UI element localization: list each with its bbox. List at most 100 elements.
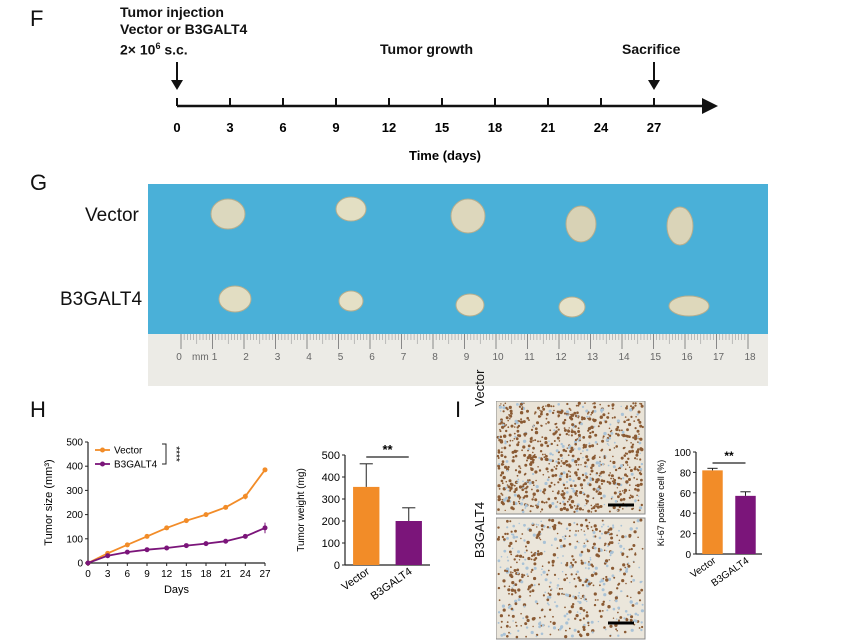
ihc-nucleus — [617, 619, 621, 622]
ihc-nucleus — [574, 595, 577, 599]
ihc-nucleus — [584, 472, 588, 475]
ihc-nucleus — [557, 461, 560, 463]
ihc-nucleus — [623, 454, 627, 457]
ihc-nucleus — [532, 617, 536, 620]
ihc-nucleus — [539, 450, 543, 453]
ihc-nucleus — [544, 458, 548, 461]
ihc-nucleus — [562, 448, 566, 452]
ihc-nucleus — [609, 599, 611, 602]
ihc-nucleus — [612, 477, 615, 480]
ihc-nucleus — [503, 549, 507, 553]
ihc-nucleus — [537, 415, 541, 418]
ihc-nucleus — [615, 628, 617, 631]
ihc-nucleus — [534, 557, 538, 560]
ihc-nucleus — [626, 595, 629, 598]
ihc-nucleus — [539, 489, 542, 492]
ihc-nucleus — [584, 567, 587, 569]
ihc-nucleus — [539, 409, 541, 412]
ihc-nucleus — [504, 455, 507, 459]
ihc-nucleus — [553, 524, 557, 527]
ihc-nucleus — [566, 476, 568, 479]
ihc-nucleus — [501, 535, 505, 539]
ihc-nucleus — [639, 452, 641, 455]
ihc-nucleus — [596, 478, 600, 482]
ihc-nucleus — [627, 564, 631, 568]
ihc-nucleus — [622, 508, 624, 510]
ihc-nucleus — [583, 478, 586, 482]
ihc-nucleus — [629, 613, 632, 616]
size-legend-marker — [100, 447, 105, 453]
ihc-nucleus — [528, 481, 532, 485]
ihc-nucleus — [606, 443, 609, 445]
ihc-nucleus — [505, 567, 510, 571]
ihc-nucleus — [602, 413, 606, 417]
ihc-nucleus — [618, 539, 621, 542]
ihc-nucleus — [576, 411, 579, 414]
ihc-nucleus — [540, 443, 544, 447]
ihc-nucleus — [520, 537, 522, 540]
ihc-nucleus — [626, 419, 628, 422]
ihc-nucleus — [505, 406, 508, 410]
ihc-nucleus — [535, 485, 539, 489]
ihc-nucleus — [553, 537, 558, 541]
ihc-nucleus — [585, 455, 589, 459]
ihc-nucleus — [603, 544, 606, 547]
ihc-nucleus — [534, 470, 538, 474]
ihc-nucleus — [601, 463, 605, 466]
ihc-nucleus — [623, 572, 626, 576]
ihc-nucleus — [536, 602, 539, 605]
size-x-tick-label: 21 — [220, 569, 232, 580]
ihc-nucleus — [636, 413, 639, 416]
ihc-nucleus — [517, 550, 520, 554]
ihc-nucleus — [629, 527, 633, 531]
size-point — [144, 533, 150, 539]
ihc-nucleus — [622, 563, 626, 567]
ihc-nucleus — [591, 477, 594, 480]
ihc-nucleus — [561, 462, 563, 464]
ihc-nucleus — [524, 504, 528, 508]
ihc-nucleus — [544, 453, 546, 456]
ihc-nucleus — [624, 610, 628, 613]
ihc-nucleus — [604, 542, 607, 545]
ihc-nucleus — [612, 455, 614, 458]
ihc-nucleus — [571, 423, 575, 427]
size-y-tick-label: 0 — [77, 559, 83, 570]
ihc-nucleus — [566, 577, 568, 579]
ihc-nucleus — [539, 538, 542, 541]
bar-y-tick-label: 400 — [322, 472, 340, 484]
ihc-nucleus — [577, 594, 580, 597]
ihc-nucleus — [607, 525, 610, 528]
size-y-tick-label: 400 — [66, 462, 83, 473]
ihc-nucleus — [521, 533, 524, 535]
ihc-nucleus — [515, 535, 519, 539]
ihc-nucleus — [626, 405, 628, 408]
ihc-nucleus — [568, 434, 570, 436]
ihc-nucleus — [581, 416, 584, 419]
ihc-nucleus — [539, 440, 542, 443]
size-y-tick-label: 200 — [66, 510, 83, 521]
ihc-nucleus — [505, 429, 508, 433]
ihc-nucleus — [513, 432, 516, 435]
ihc-nucleus — [519, 467, 522, 469]
ihc-nucleus — [530, 551, 533, 554]
ihc-nucleus — [638, 509, 641, 512]
ihc-nucleus — [630, 442, 632, 444]
ihc-nucleus — [583, 530, 585, 532]
ihc-nucleus — [579, 606, 583, 611]
size-y-tick-label: 100 — [66, 534, 83, 545]
ihc-nucleus — [635, 484, 637, 487]
ihc-nucleus — [514, 435, 517, 438]
ihc-nucleus — [508, 544, 511, 548]
ihc-nucleus — [570, 430, 574, 434]
ihc-nucleus — [498, 488, 501, 490]
ihc-nucleus — [515, 624, 518, 627]
size-legend-label: Vector — [114, 446, 143, 457]
ihc-nucleus — [617, 483, 621, 486]
ihc-nucleus — [630, 472, 634, 476]
ihc-nucleus — [531, 568, 534, 572]
ihc-nucleus — [518, 522, 520, 525]
ihc-nucleus — [577, 433, 581, 437]
ihc-nucleus — [619, 492, 622, 496]
ihc-nucleus — [524, 482, 528, 486]
ihc-nucleus — [566, 481, 568, 483]
